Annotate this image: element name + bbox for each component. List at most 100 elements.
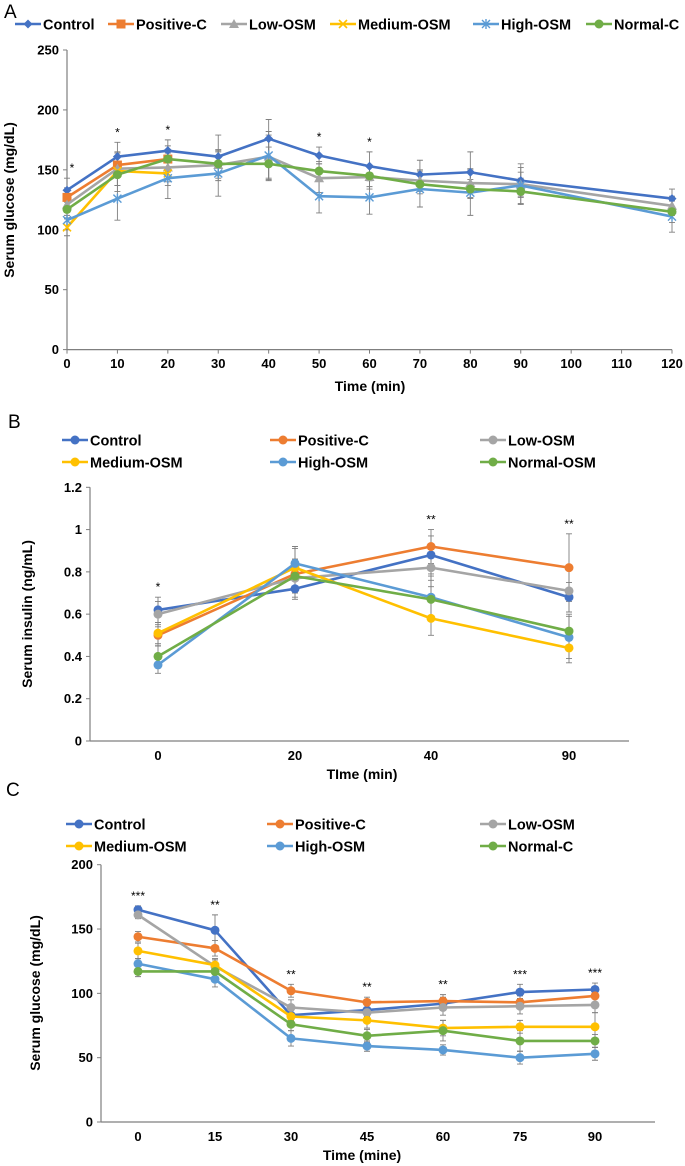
legend-control: Control <box>62 434 142 450</box>
series-medium-osm-marker <box>515 1022 525 1032</box>
y-tick-label: 0.6 <box>64 607 82 622</box>
legend-high-osm: High-OSM <box>473 18 571 34</box>
series-low-osm-marker <box>162 162 173 172</box>
series-normal-c-marker <box>213 159 223 169</box>
series-normal-c-marker <box>590 1036 600 1046</box>
x-tick-label: 30 <box>211 356 225 371</box>
legend-control-marker <box>23 19 33 29</box>
series-positive-c-marker <box>286 986 296 996</box>
legend-normal-osm-label: Normal-OSM <box>508 456 596 472</box>
y-tick-label: 150 <box>37 162 59 177</box>
legend-medium-osm-marker <box>74 841 84 851</box>
series-control-marker <box>210 925 220 935</box>
series-normal-c-marker <box>516 186 526 196</box>
significance-label: * <box>165 123 170 137</box>
series-medium-osm-marker <box>426 613 436 623</box>
series-medium-osm-marker <box>362 1015 372 1025</box>
x-tick-label: 90 <box>562 748 576 763</box>
y-tick-label: 150 <box>71 922 93 937</box>
legend-positive-c-label: Positive-C <box>295 818 366 834</box>
series-control-marker <box>365 161 374 171</box>
series-control-marker <box>426 550 436 560</box>
series-normal-osm-line <box>157 574 570 658</box>
series-normal-c-marker <box>133 966 143 976</box>
series-normal-osm-marker <box>290 571 300 581</box>
legend-low-osm: Low-OSM <box>480 818 575 834</box>
legend-high-osm-label: High-OSM <box>298 456 368 472</box>
significance-label: ** <box>438 978 448 992</box>
x-tick-label: 60 <box>436 1129 450 1144</box>
significance-label: ** <box>564 517 574 531</box>
series-normal-osm-marker <box>153 651 163 661</box>
series-control-marker <box>590 984 600 994</box>
series-positive-c-line <box>157 545 570 637</box>
series-high-osm-marker <box>564 632 574 642</box>
legend-medium-osm-marker <box>70 457 80 467</box>
legend-normal-c: Normal-C <box>586 18 680 34</box>
legend-high-osm-marker <box>278 457 288 467</box>
series-low-osm-marker <box>564 586 574 596</box>
panel-b: B 0 0.2 0.4 0.6 0.8 1 1.2 0 20 40 90 TIme (min) Serum… <box>8 412 629 782</box>
series-control-line <box>157 553 570 612</box>
series-positive-c-marker <box>590 991 600 1001</box>
legend-normal-c-label: Normal-C <box>614 18 680 34</box>
series-normal-c-marker <box>438 1026 448 1036</box>
x-tick-label: 0 <box>134 1129 141 1144</box>
x-tick-label: 20 <box>288 748 302 763</box>
legend-control-marker <box>74 819 84 829</box>
series-control-marker <box>314 150 324 160</box>
legend-normal-osm-marker <box>488 457 498 467</box>
series-control-marker <box>667 194 677 204</box>
series-normal-c-marker <box>465 184 475 194</box>
series-normal-c-marker <box>362 1031 372 1041</box>
series-high-osm-marker <box>62 215 72 226</box>
series-high-osm-line <box>157 562 570 666</box>
legend-normal-c-marker <box>594 19 604 29</box>
x-tick-label: 90 <box>588 1129 602 1144</box>
x-tick-label: 110 <box>611 356 632 371</box>
legend-control-label: Control <box>43 18 95 34</box>
panel-c: C 0 50 100 150 200 0 15 30 45 60 75 90 Time (mine) Ser… <box>6 780 655 1163</box>
legend-normal-c: Normal-C <box>480 840 574 856</box>
legend-medium-osm: Medium-OSM <box>62 456 183 472</box>
panel-a: A 0 50 100 150 200 250 0 10 20 30 40 50 60 70 80 90 100 11… <box>1 2 683 394</box>
series-high-osm-marker <box>362 1041 372 1051</box>
legend-medium-osm: Medium-OSM <box>66 840 187 856</box>
series-normal-c-marker <box>415 179 425 189</box>
legend-low-osm-marker <box>488 435 498 445</box>
series-positive-c-marker <box>564 563 574 573</box>
legend-medium-osm-label: Medium-OSM <box>90 456 183 472</box>
legend-low-osm: Low-OSM <box>480 434 575 450</box>
series-high-osm-marker <box>290 558 300 568</box>
y-tick-label: 250 <box>37 43 59 58</box>
series-high-osm-marker <box>286 1033 296 1043</box>
legend-control: Control <box>15 18 95 34</box>
series-control-marker <box>163 146 173 156</box>
y-tick-label: 0.2 <box>64 691 82 706</box>
legend-positive-c: Positive-C <box>267 818 366 834</box>
legend-positive-c-marker <box>275 819 285 829</box>
x-tick-label: 40 <box>424 748 438 763</box>
series-medium-osm-line <box>157 566 570 650</box>
y-tick-label: 100 <box>37 222 59 237</box>
series-low-osm-marker <box>667 200 677 210</box>
series-medium-osm-marker <box>286 1012 296 1022</box>
x-axis-title: TIme (min) <box>327 766 398 782</box>
y-tick-label: 0 <box>86 1115 93 1130</box>
legend-low-osm-label: Low-OSM <box>508 818 575 834</box>
legend-positive-c: Positive-C <box>270 434 369 450</box>
legend-positive-c: Positive-C <box>108 18 207 34</box>
x-tick-label: 30 <box>284 1129 298 1144</box>
y-tick-label: 200 <box>71 857 93 872</box>
x-tick-label: 75 <box>513 1129 527 1144</box>
x-tick-label: 60 <box>362 356 376 371</box>
significance-label: * <box>317 130 322 144</box>
y-axis-title: Serum glucose (mg/dL) <box>27 915 43 1071</box>
panel-label: A <box>4 2 17 23</box>
y-tick-label: 0.8 <box>64 564 82 579</box>
series-normal-c-marker <box>112 170 122 180</box>
legend-low-osm: Low-OSM <box>221 18 316 34</box>
x-tick-label: 0 <box>63 356 70 371</box>
series-normal-osm-marker <box>426 594 436 604</box>
series-low-osm-line <box>157 566 570 616</box>
